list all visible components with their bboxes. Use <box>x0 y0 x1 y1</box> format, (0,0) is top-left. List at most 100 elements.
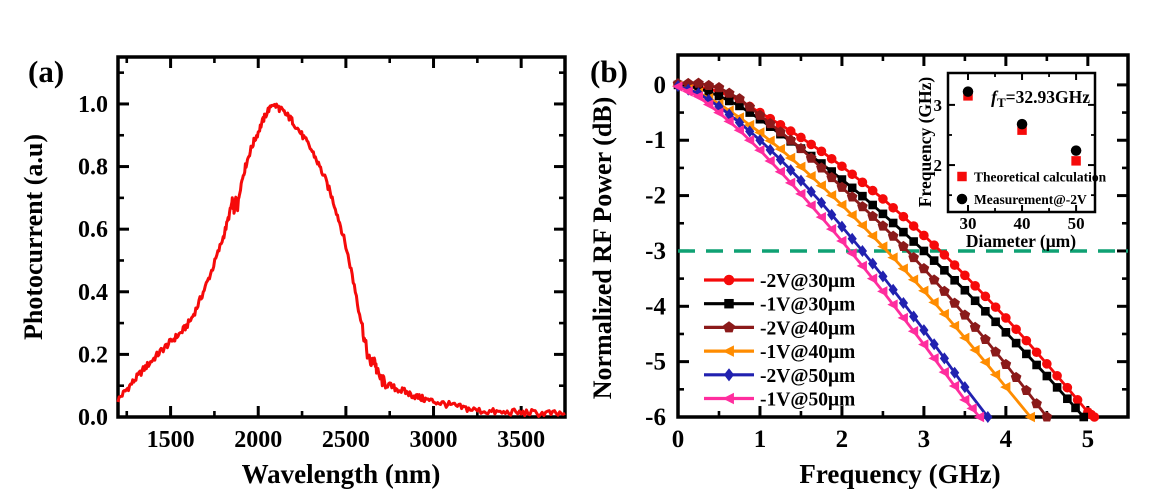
y-tick-label: -5 <box>645 349 666 376</box>
data-point-marker <box>847 169 857 180</box>
data-point-marker <box>672 81 683 92</box>
inset-legend: Theoretical calculation Measurement@-2V <box>956 170 1107 207</box>
data-point-marker <box>692 91 703 102</box>
y-tick-label: 0.0 <box>78 405 108 431</box>
data-point-marker <box>928 297 939 308</box>
data-point-marker <box>745 108 755 117</box>
legend-label: -1V@50μm <box>760 390 855 411</box>
data-point-marker <box>960 381 970 394</box>
data-point-marker <box>929 256 939 265</box>
series-markers-5 <box>672 81 985 423</box>
data-point-marker <box>940 266 949 275</box>
legend-marker <box>722 392 734 405</box>
data-point-marker <box>1031 347 1042 358</box>
panel-b-label: (b) <box>590 54 628 89</box>
data-point-marker <box>795 188 806 200</box>
data-point-marker <box>837 175 847 184</box>
data-point-marker <box>815 211 826 223</box>
inset-data-point <box>1016 118 1028 130</box>
data-point-marker <box>1011 324 1021 335</box>
data-point-marker <box>888 218 898 228</box>
data-point-marker <box>847 183 857 193</box>
data-point-marker <box>887 299 898 310</box>
legend-marker <box>724 298 734 309</box>
data-point-marker <box>825 190 837 201</box>
data-point-marker <box>950 366 960 379</box>
x-tick-label: 2000 <box>234 427 282 453</box>
data-point-marker <box>796 132 806 143</box>
x-tick-label: 4 <box>1000 426 1013 453</box>
legend-item-5: -1V@50μm <box>704 390 855 411</box>
x-tick-label: 2 <box>836 426 849 453</box>
data-point-marker <box>1000 381 1011 393</box>
data-point-marker <box>939 250 950 260</box>
data-point-marker <box>837 220 847 233</box>
data-point-marker <box>897 312 908 324</box>
data-point-marker <box>1000 358 1012 369</box>
data-point-marker <box>950 275 959 285</box>
data-point-marker <box>816 162 827 173</box>
data-point-marker <box>928 353 939 364</box>
data-point-marker <box>847 232 857 245</box>
legend-label: -1V@30μm <box>760 295 855 316</box>
data-point-marker <box>836 181 848 192</box>
legend-item-2: -2V@40μm <box>704 318 855 339</box>
data-point-marker <box>744 101 756 112</box>
data-point-marker <box>918 263 930 274</box>
data-point-marker <box>939 285 950 296</box>
data-point-marker <box>826 172 838 183</box>
data-point-marker <box>806 139 816 150</box>
data-point-marker <box>980 291 991 302</box>
inset-y-tick-label: 3 <box>934 96 943 115</box>
data-point-marker <box>693 77 704 88</box>
data-point-marker <box>806 185 816 198</box>
legend-item-4: -2V@50μm <box>704 366 855 387</box>
inset-data-point <box>962 86 974 97</box>
data-point-marker <box>929 338 939 351</box>
data-point-marker <box>785 134 797 145</box>
data-point-marker <box>857 201 868 212</box>
data-point-marker <box>888 283 898 296</box>
photocurrent-curve <box>116 102 566 418</box>
inset-series-1 <box>962 86 1082 156</box>
data-point-marker <box>857 177 868 188</box>
data-point-marker <box>714 91 724 101</box>
data-point-marker <box>908 221 919 231</box>
panel-a-plot: 1500 2000 2500 3000 3500 0.0 0.2 0.4 0.6 0.8 1.0 <box>78 55 567 453</box>
inset-x-axis-title: Diameter (μm) <box>966 231 1076 251</box>
x-tick-label: 2500 <box>322 427 370 453</box>
panel-b-axes-box <box>676 53 1130 419</box>
data-point-marker <box>1021 384 1032 395</box>
data-point-marker <box>733 125 744 136</box>
y-tick-label: -4 <box>645 293 666 320</box>
inset-x-tick-label: 50 <box>1068 214 1085 233</box>
data-point-marker <box>858 191 867 201</box>
data-point-marker <box>743 119 755 131</box>
legend-label: -2V@30μm <box>760 271 855 292</box>
data-point-marker <box>1062 382 1073 393</box>
data-point-marker <box>1052 383 1062 392</box>
inset-legend-marker <box>957 171 967 182</box>
data-point-marker <box>990 302 1001 312</box>
x-tick-label: 1 <box>754 426 767 453</box>
data-point-marker <box>949 260 960 270</box>
data-point-marker <box>938 308 949 320</box>
data-point-marker <box>878 270 888 283</box>
data-point-marker <box>723 87 735 98</box>
data-point-marker <box>877 220 889 231</box>
inset-x-tick-label: 30 <box>959 214 976 233</box>
legend-label: -2V@50μm <box>760 366 855 387</box>
data-point-marker <box>959 309 971 320</box>
panel-a-label: (a) <box>28 54 64 89</box>
data-point-marker <box>878 209 888 219</box>
data-point-marker <box>868 200 877 210</box>
inset-data-point <box>1071 156 1081 166</box>
x-tick-label: 1500 <box>147 427 195 453</box>
data-point-marker <box>1072 395 1083 405</box>
data-point-marker <box>1041 411 1053 422</box>
inset-legend-label: Theoretical calculation <box>974 170 1107 185</box>
data-point-marker <box>846 248 857 259</box>
data-point-marker <box>1071 403 1080 413</box>
data-point-marker <box>836 199 847 211</box>
